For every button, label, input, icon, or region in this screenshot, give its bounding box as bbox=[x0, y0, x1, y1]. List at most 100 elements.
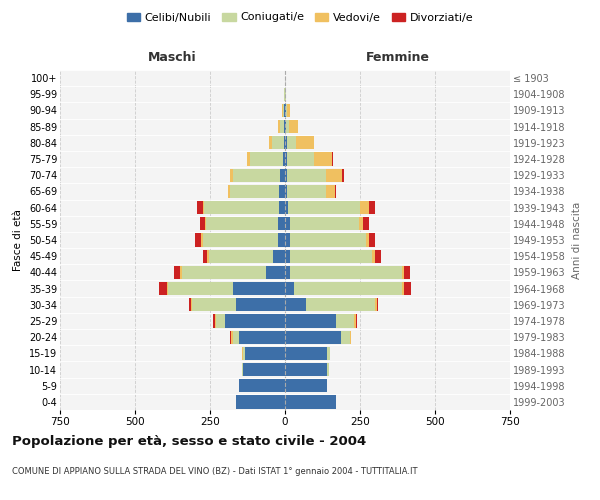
Bar bbox=[285, 250, 290, 263]
Bar bbox=[306, 298, 375, 312]
Bar bbox=[265, 266, 285, 279]
Bar bbox=[225, 314, 285, 328]
Bar bbox=[341, 330, 349, 344]
Bar bbox=[278, 217, 285, 230]
Bar bbox=[349, 330, 351, 344]
Bar bbox=[271, 136, 284, 149]
Bar bbox=[203, 250, 207, 263]
Bar bbox=[377, 298, 378, 312]
Bar bbox=[206, 217, 278, 230]
Bar bbox=[228, 185, 229, 198]
Bar bbox=[277, 234, 285, 246]
Bar bbox=[285, 104, 286, 117]
Bar bbox=[327, 363, 329, 376]
Bar bbox=[189, 298, 191, 312]
Bar bbox=[285, 152, 287, 166]
Bar bbox=[336, 314, 354, 328]
Text: COMUNE DI APPIANO SULLA STRADA DEL VINO (BZ) - Dati ISTAT 1° gennaio 2004 - TUTT: COMUNE DI APPIANO SULLA STRADA DEL VINO … bbox=[12, 468, 418, 476]
Bar bbox=[180, 266, 182, 279]
Bar bbox=[168, 282, 233, 295]
Bar bbox=[285, 396, 336, 408]
Bar bbox=[233, 330, 239, 344]
Bar bbox=[201, 234, 203, 246]
Bar bbox=[314, 152, 331, 166]
Bar bbox=[241, 363, 243, 376]
Bar bbox=[294, 282, 402, 295]
Bar bbox=[287, 104, 290, 117]
Bar bbox=[195, 234, 201, 246]
Bar bbox=[216, 314, 225, 328]
Bar bbox=[230, 168, 233, 182]
Bar bbox=[239, 330, 285, 344]
Bar bbox=[192, 298, 235, 312]
Bar bbox=[284, 104, 285, 117]
Bar bbox=[174, 266, 180, 279]
Bar bbox=[325, 185, 335, 198]
Bar bbox=[287, 152, 314, 166]
Bar bbox=[375, 250, 381, 263]
Bar bbox=[286, 104, 287, 117]
Bar bbox=[285, 266, 290, 279]
Bar bbox=[404, 282, 411, 295]
Bar bbox=[207, 250, 209, 263]
Bar bbox=[296, 136, 314, 149]
Bar bbox=[342, 168, 343, 182]
Bar bbox=[285, 363, 327, 376]
Bar bbox=[205, 217, 206, 230]
Bar bbox=[287, 136, 296, 149]
Bar bbox=[280, 168, 285, 182]
Bar bbox=[285, 330, 341, 344]
Bar bbox=[273, 250, 285, 263]
Bar bbox=[182, 266, 265, 279]
Bar bbox=[279, 201, 285, 214]
Bar bbox=[213, 314, 215, 328]
Bar bbox=[285, 217, 290, 230]
Text: Maschi: Maschi bbox=[148, 50, 197, 64]
Bar bbox=[191, 298, 192, 312]
Bar bbox=[203, 234, 277, 246]
Bar bbox=[285, 185, 287, 198]
Y-axis label: Anni di nascita: Anni di nascita bbox=[572, 202, 583, 278]
Bar bbox=[402, 266, 404, 279]
Bar bbox=[245, 346, 285, 360]
Bar bbox=[197, 201, 203, 214]
Bar bbox=[288, 201, 360, 214]
Bar bbox=[290, 217, 359, 230]
Text: Popolazione per età, sesso e stato civile - 2004: Popolazione per età, sesso e stato civil… bbox=[12, 435, 366, 448]
Bar bbox=[372, 250, 375, 263]
Bar bbox=[285, 298, 306, 312]
Legend: Celibi/Nubili, Coniugati/e, Vedovi/e, Divorziati/e: Celibi/Nubili, Coniugati/e, Vedovi/e, Di… bbox=[122, 8, 478, 27]
Bar bbox=[282, 104, 283, 117]
Bar bbox=[290, 234, 366, 246]
Bar bbox=[231, 330, 233, 344]
Bar bbox=[209, 250, 273, 263]
Bar bbox=[375, 298, 377, 312]
Bar bbox=[280, 120, 284, 134]
Bar bbox=[285, 314, 336, 328]
Text: Femmine: Femmine bbox=[365, 50, 430, 64]
Bar bbox=[404, 266, 409, 279]
Bar bbox=[363, 217, 369, 230]
Bar bbox=[159, 282, 167, 295]
Bar bbox=[203, 201, 204, 214]
Bar bbox=[279, 185, 285, 198]
Bar bbox=[285, 120, 286, 134]
Bar bbox=[167, 282, 168, 295]
Bar bbox=[327, 346, 330, 360]
Bar bbox=[289, 120, 298, 134]
Bar bbox=[369, 234, 375, 246]
Bar bbox=[285, 136, 287, 149]
Bar bbox=[355, 314, 357, 328]
Bar bbox=[283, 152, 285, 166]
Bar bbox=[286, 120, 289, 134]
Bar bbox=[278, 120, 280, 134]
Bar bbox=[243, 346, 245, 360]
Bar bbox=[285, 379, 327, 392]
Bar bbox=[247, 152, 250, 166]
Bar bbox=[366, 234, 369, 246]
Bar bbox=[290, 250, 372, 263]
Bar bbox=[239, 379, 285, 392]
Bar bbox=[200, 217, 205, 230]
Bar bbox=[290, 266, 402, 279]
Bar bbox=[285, 168, 287, 182]
